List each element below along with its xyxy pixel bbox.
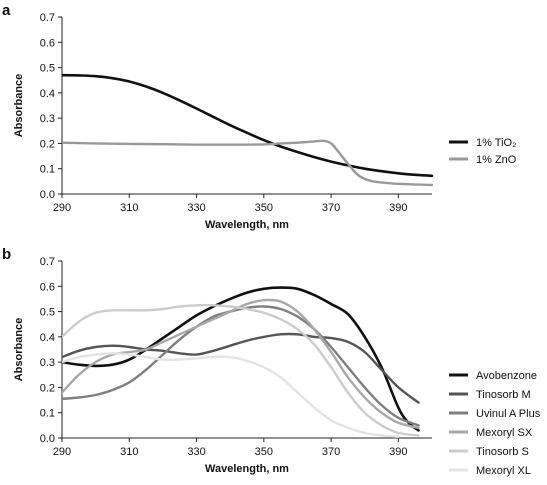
y-axis-title: Absorbance <box>13 318 25 382</box>
x-tick-label: 310 <box>120 202 138 214</box>
legend-label: Mexoryl SX <box>476 427 533 439</box>
series-line <box>62 303 420 437</box>
panel-label: a <box>2 2 11 19</box>
legend-label: Tinosorb M <box>476 389 531 401</box>
y-tick-label: 0.0 <box>40 189 55 201</box>
y-tick-label: 0.1 <box>40 164 55 176</box>
x-tick-label: 330 <box>187 202 205 214</box>
x-axis-title: Wavelength, nm <box>205 219 289 231</box>
legend-label: 1% TiO₂ <box>476 137 516 149</box>
y-tick-label: 0.3 <box>40 113 55 125</box>
series-line <box>62 139 434 187</box>
plot-area <box>62 73 434 187</box>
y-tick-label: 0.5 <box>40 63 55 75</box>
legend: Avobenzone Tinosorb M Uvinul A Plus Mexoryl… <box>449 370 541 477</box>
y-tick-label: 0.7 <box>40 12 55 24</box>
legend-label: Tinosorb S <box>476 446 529 458</box>
chart-panel-b: b 0.0 0.1 0.2 0.3 0.4 0.5 0.6 0.7 290 310 330 350 370… <box>2 246 541 477</box>
y-tick-label: 0.6 <box>40 37 55 49</box>
series-line <box>62 305 420 427</box>
x-tick-label: 390 <box>389 202 407 214</box>
x-tick-label: 290 <box>53 202 71 214</box>
x-tick-label: 350 <box>255 446 273 458</box>
series-line <box>62 332 420 404</box>
y-tick-label: 0.3 <box>40 357 55 369</box>
y-tick-label: 0.5 <box>40 307 55 319</box>
y-tick-label: 0.2 <box>40 382 55 394</box>
panel-label: b <box>2 246 11 263</box>
series-line <box>62 286 420 432</box>
legend-label: Mexoryl XL <box>476 465 531 477</box>
x-tick-label: 350 <box>255 202 273 214</box>
series-line <box>62 73 434 178</box>
y-tick-label: 0.4 <box>40 88 55 100</box>
y-tick-label: 0.2 <box>40 138 55 150</box>
x-tick-label: 330 <box>187 446 205 458</box>
x-tick-label: 370 <box>322 202 340 214</box>
y-tick-label: 0.1 <box>40 408 55 420</box>
x-tick-label: 290 <box>53 446 71 458</box>
legend-label: Avobenzone <box>476 370 537 382</box>
legend: 1% TiO₂ 1% ZnO <box>449 137 517 166</box>
chart-panel-a: a 0.0 0.1 0.2 0.3 0.4 0.5 0.6 0.7 290 310 330 350 370… <box>2 2 517 231</box>
x-axis-title: Wavelength, nm <box>205 463 289 475</box>
y-tick-label: 0.7 <box>40 256 55 268</box>
x-tick-label: 370 <box>322 446 340 458</box>
x-tick-label: 390 <box>389 446 407 458</box>
plot-area <box>62 286 420 438</box>
series-line <box>62 352 400 438</box>
y-tick-label: 0.4 <box>40 332 55 344</box>
y-tick-label: 0.6 <box>40 281 55 293</box>
legend-label: 1% ZnO <box>476 154 517 166</box>
legend-label: Uvinul A Plus <box>476 408 541 420</box>
y-axis-title: Absorbance <box>13 74 25 138</box>
y-tick-label: 0.0 <box>40 433 55 445</box>
x-tick-label: 310 <box>120 446 138 458</box>
